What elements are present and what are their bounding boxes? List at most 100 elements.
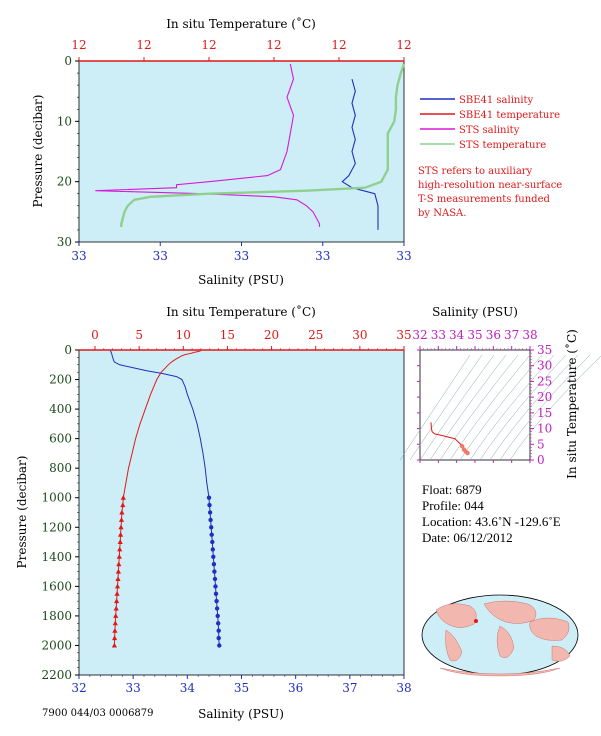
density-contour (439, 354, 519, 461)
salinity-point (214, 606, 220, 611)
salinity-point (206, 495, 212, 500)
main-sal-tick-label: 38 (396, 681, 411, 695)
main-pressure-tick-label: 800 (49, 461, 72, 475)
top-sts-temperature-line (120, 63, 406, 227)
ts-temp-tick-label: 35 (537, 343, 552, 357)
legend-label: STS salinity (459, 125, 520, 136)
main-pressure-tick-label: 1000 (41, 491, 72, 505)
main-pressure-tick-label: 1600 (41, 579, 72, 593)
float-info: Float: 6879 Profile: 044 Location: 43.6˚… (422, 482, 561, 545)
main-pressure-tick-label: 1800 (41, 609, 72, 623)
density-contour (489, 354, 579, 461)
main-sal-tick-label: 36 (288, 681, 303, 695)
main-temp-tick-label: 35 (396, 328, 411, 342)
ts-sal-tick-label: 37 (504, 328, 519, 342)
top-temp-tick-label: 12 (266, 38, 281, 52)
main-sal-tick-label: 34 (180, 681, 196, 695)
ts-temp-tick-label: 15 (537, 406, 552, 420)
ts-sal-tick-label: 35 (467, 328, 482, 342)
top-salinity-axis-title: Salinity (PSU) (198, 273, 284, 287)
top-sbe41-salinity-line (341, 78, 379, 230)
temperature-point (118, 531, 124, 537)
density-contour (429, 354, 507, 461)
temperature-point (116, 554, 122, 559)
main-pressure-tick-label: 0 (64, 343, 72, 357)
main-pressure-axis-title: Pressure (decibar) (15, 456, 29, 569)
temperature-point (112, 635, 118, 641)
ts-temperature-axis-title: In situ Temperature (˚C) (564, 329, 579, 479)
ts-sal-tick-label: 33 (431, 328, 446, 342)
main-pressure-tick-label: 600 (49, 432, 72, 446)
temperature-point (112, 620, 118, 626)
density-contour (499, 354, 591, 461)
salinity-point (209, 525, 214, 530)
ts-sal-tick-label: 34 (449, 328, 465, 342)
temperature-point (114, 583, 121, 589)
main-salinity-axis-title: Salinity (PSU) (198, 707, 284, 721)
top-temp-tick-label: 12 (71, 38, 86, 52)
main-pressure-tick-label: 400 (49, 402, 72, 416)
top-temp-tick-label: 12 (201, 38, 216, 52)
density-contour (479, 354, 567, 461)
ts-sal-tick-label: 38 (522, 328, 537, 342)
salinity-point (216, 621, 221, 626)
density-contour (409, 354, 483, 461)
location: Location: 43.6˚N -129.6˚E (422, 514, 561, 529)
main-temp-tick-label: 15 (220, 328, 235, 342)
salinity-point (212, 576, 218, 582)
main-temp-tick-label: 20 (264, 328, 279, 342)
salinity-point (210, 547, 215, 552)
float-id: Float: 6879 (422, 482, 482, 497)
ts-point (460, 444, 465, 449)
salinity-point (210, 539, 215, 545)
date: Date: 06/12/2012 (422, 530, 513, 545)
main-pressure-tick-label: 2200 (41, 668, 72, 682)
main-sal-tick-label: 35 (234, 681, 249, 695)
top-sal-tick-label: 33 (315, 249, 330, 263)
temperature-point (111, 642, 117, 648)
footer-code: 7900 044/03 0006879 (42, 708, 154, 719)
legend-label: STS temperature (459, 140, 546, 151)
salinity-point (213, 591, 219, 596)
main-plot-area (78, 349, 405, 676)
ts-temp-tick-label: 25 (537, 374, 552, 388)
ts-temp-tick-label: 20 (537, 390, 552, 404)
top-pressure-tick-label: 10 (57, 114, 72, 128)
temperature-point (114, 591, 120, 596)
salinity-point (211, 562, 217, 567)
density-contour (509, 355, 601, 461)
ts-sal-tick-label: 32 (412, 328, 427, 342)
ts-sal-tick-label: 36 (486, 328, 501, 342)
main-temp-tick-label: 5 (135, 328, 143, 342)
salinity-point (213, 584, 218, 589)
top-temp-tick-label: 12 (331, 38, 346, 52)
note-line: T-S measurements funded (418, 194, 550, 205)
main-pressure-tick-label: 1200 (41, 520, 72, 534)
float-location-marker (474, 619, 478, 623)
top-sal-tick-label: 33 (153, 249, 168, 263)
density-contour (469, 354, 555, 461)
temperature-point (113, 605, 119, 611)
salinity-point (216, 628, 221, 633)
temperature-point (118, 524, 124, 530)
temperature-point (120, 494, 126, 500)
main-temperature-axis-title: In situ Temperature (˚C) (166, 304, 316, 319)
ts-temp-tick-label: 0 (537, 453, 545, 467)
legend: SBE41 salinity SBE41 temperature STS salin… (420, 95, 560, 151)
temperature-point (117, 546, 123, 552)
legend-label: SBE41 salinity (459, 95, 534, 106)
density-contour (419, 354, 495, 461)
salinity-point (212, 569, 217, 574)
main-pressure-tick-label: 1400 (41, 550, 72, 564)
sts-note: STS refers to auxiliary high-resolution n… (418, 166, 562, 219)
main-temp-tick-label: 0 (91, 328, 99, 342)
top-pressure-tick-label: 30 (57, 235, 72, 249)
main-panel: 0 5 10 15 20 25 30 35 32 33 34 35 36 37 38 0 200 400 600 80… (15, 304, 412, 721)
salinity-point (216, 635, 221, 641)
salinity-point (208, 517, 213, 523)
top-pressure-axis-title: Pressure (decibar) (31, 95, 45, 208)
top-temp-tick-label: 12 (396, 38, 411, 52)
temperature-point (115, 568, 121, 574)
